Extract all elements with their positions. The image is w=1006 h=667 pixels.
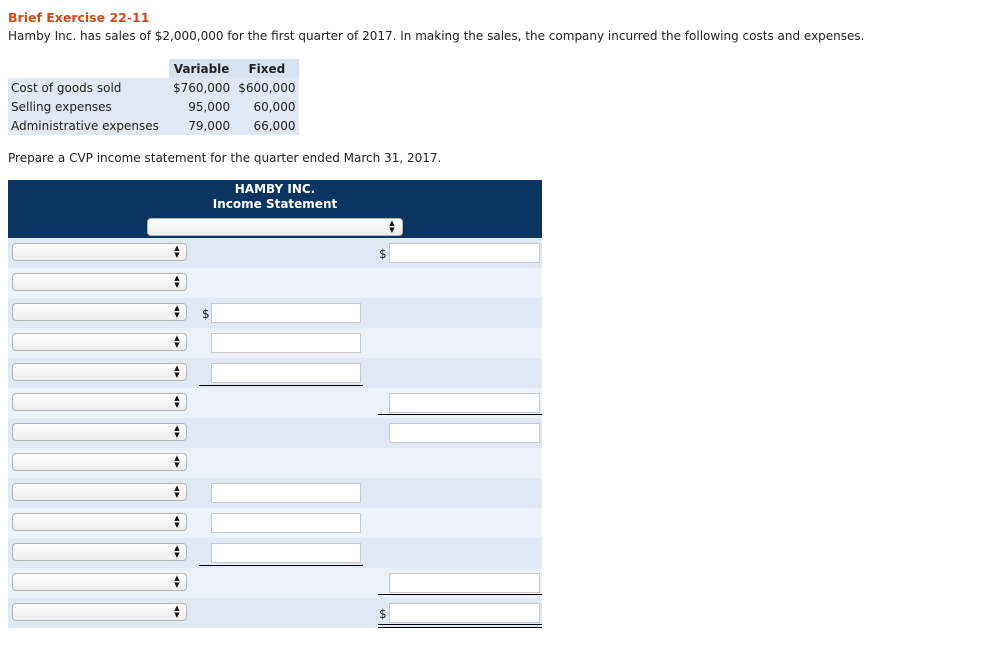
subtotal-underline xyxy=(199,385,363,386)
statement-row: ▲ ▼ xyxy=(8,538,542,568)
dollar-sign: $ xyxy=(379,247,387,261)
amount-input[interactable] xyxy=(389,603,540,623)
updown-arrows-icon: ▲ ▼ xyxy=(174,454,180,469)
account-select[interactable]: ▲ ▼ xyxy=(12,333,187,351)
cost-table-row: Selling expenses 95,000 60,000 xyxy=(8,97,300,116)
amount-input[interactable] xyxy=(211,333,361,353)
fixed-cost: 66,000 xyxy=(253,118,296,133)
account-select[interactable]: ▲ ▼ xyxy=(12,603,187,621)
updown-arrows-icon: ▲ ▼ xyxy=(174,544,180,559)
statement-row: ▲ ▼ xyxy=(8,418,542,448)
account-select[interactable]: ▲ ▼ xyxy=(12,363,187,381)
account-select[interactable]: ▲ ▼ xyxy=(12,273,187,291)
income-statement-form: HAMBY INC. Income Statement ▲ ▼ ▲ ▼ $ ▲ ▼ ▲… xyxy=(8,180,542,628)
updown-arrows-icon: ▲ ▼ xyxy=(174,574,180,589)
cost-label: Cost of goods sold xyxy=(11,80,122,95)
cost-table-header-variable: Variable xyxy=(168,59,235,78)
account-select[interactable]: ▲ ▼ xyxy=(12,483,187,501)
amount-input[interactable] xyxy=(211,513,361,533)
account-select[interactable]: ▲ ▼ xyxy=(12,393,187,411)
amount-input[interactable] xyxy=(211,363,361,383)
total-double-underline-bottom xyxy=(378,627,542,628)
fixed-cost: 60,000 xyxy=(253,99,296,114)
period-select[interactable]: ▲ ▼ xyxy=(147,218,403,236)
cost-table-row: Administrative expenses 79,000 66,000 xyxy=(8,116,300,135)
statement-row: ▲ ▼ xyxy=(8,388,542,418)
statement-row: ▲ ▼ xyxy=(8,268,542,298)
statement-name: Income Statement xyxy=(212,197,338,211)
exercise-title: Brief Exercise 22-11 xyxy=(8,10,150,25)
updown-arrows-icon: ▲ ▼ xyxy=(174,394,180,409)
cost-table-header-blank xyxy=(8,59,169,78)
statement-row: ▲ ▼ xyxy=(8,508,542,538)
dollar-sign: $ xyxy=(202,307,210,321)
statement-rows: ▲ ▼ $ ▲ ▼ ▲ ▼ $ ▲ ▼ ▲ ▼ ▲ ▼ xyxy=(8,238,542,628)
statement-row: ▲ ▼ xyxy=(8,478,542,508)
amount-input[interactable] xyxy=(211,303,361,323)
account-select[interactable]: ▲ ▼ xyxy=(12,543,187,561)
updown-arrows-icon: ▲ ▼ xyxy=(174,424,180,439)
subtotal-underline xyxy=(199,565,363,566)
amount-input[interactable] xyxy=(389,393,540,413)
variable-cost: 79,000 xyxy=(188,118,231,133)
statement-row: ▲ ▼ xyxy=(8,328,542,358)
amount-input[interactable] xyxy=(211,483,361,503)
cost-label: Selling expenses xyxy=(11,99,112,114)
total-double-underline-top xyxy=(378,624,542,625)
exercise-prompt: Prepare a CVP income statement for the q… xyxy=(8,151,442,165)
company-name: HAMBY INC. xyxy=(234,182,316,196)
updown-arrows-icon: ▲ ▼ xyxy=(389,219,395,234)
cost-label: Administrative expenses xyxy=(11,118,159,133)
cost-table-header-fixed: Fixed xyxy=(234,59,300,78)
updown-arrows-icon: ▲ ▼ xyxy=(174,274,180,289)
fixed-cost: $600,000 xyxy=(238,80,296,95)
account-select[interactable]: ▲ ▼ xyxy=(12,513,187,531)
updown-arrows-icon: ▲ ▼ xyxy=(174,484,180,499)
dollar-sign: $ xyxy=(379,607,387,621)
account-select[interactable]: ▲ ▼ xyxy=(12,303,187,321)
account-select[interactable]: ▲ ▼ xyxy=(12,573,187,591)
statement-row: ▲ ▼ xyxy=(8,448,542,478)
variable-cost: $760,000 xyxy=(172,80,231,95)
amount-input[interactable] xyxy=(389,423,540,443)
amount-input[interactable] xyxy=(389,243,540,263)
statement-row: ▲ ▼ xyxy=(8,568,542,598)
account-select[interactable]: ▲ ▼ xyxy=(12,453,187,471)
account-select[interactable]: ▲ ▼ xyxy=(12,243,187,261)
variable-cost: 95,000 xyxy=(188,99,231,114)
amount-input[interactable] xyxy=(389,573,540,593)
updown-arrows-icon: ▲ ▼ xyxy=(174,244,180,259)
amount-input[interactable] xyxy=(211,543,361,563)
subtotal-underline xyxy=(378,594,542,595)
statement-row: ▲ ▼ xyxy=(8,358,542,388)
subtotal-underline xyxy=(378,414,542,415)
updown-arrows-icon: ▲ ▼ xyxy=(174,334,180,349)
updown-arrows-icon: ▲ ▼ xyxy=(174,604,180,619)
updown-arrows-icon: ▲ ▼ xyxy=(174,304,180,319)
exercise-intro: Hamby Inc. has sales of $2,000,000 for t… xyxy=(8,29,865,43)
statement-row: ▲ ▼ $ xyxy=(8,598,542,628)
updown-arrows-icon: ▲ ▼ xyxy=(174,364,180,379)
cost-table-row: Cost of goods sold $760,000 $600,000 xyxy=(8,78,300,97)
cost-table-header-row: Variable Fixed xyxy=(8,59,300,78)
account-select[interactable]: ▲ ▼ xyxy=(12,423,187,441)
statement-row: ▲ ▼ $ xyxy=(8,298,542,328)
cost-table: Variable Fixed Cost of goods sold $760,0… xyxy=(8,59,300,135)
updown-arrows-icon: ▲ ▼ xyxy=(174,514,180,529)
statement-row: ▲ ▼ $ xyxy=(8,238,542,268)
statement-header: HAMBY INC. Income Statement ▲ ▼ xyxy=(8,180,542,238)
